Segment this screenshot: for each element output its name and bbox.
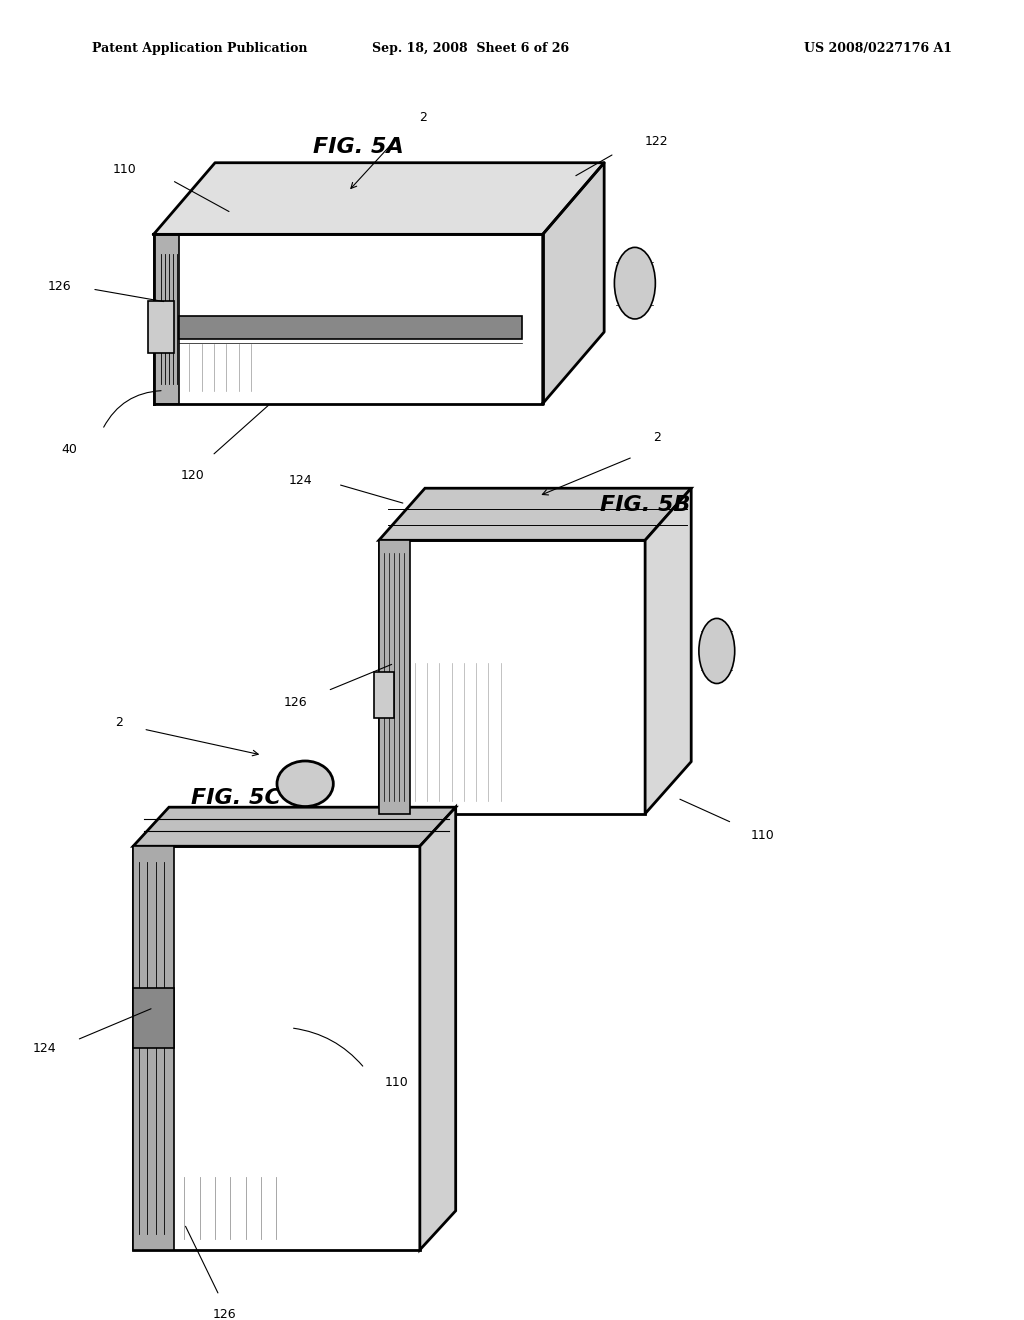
Text: 122: 122	[645, 136, 669, 148]
Polygon shape	[133, 808, 456, 846]
Bar	[133, 987, 174, 1048]
Polygon shape	[420, 808, 456, 1250]
Text: 110: 110	[113, 164, 136, 177]
Text: 126: 126	[284, 696, 307, 709]
Ellipse shape	[276, 760, 334, 807]
Bar	[379, 540, 645, 813]
Text: FIG. 5A: FIG. 5A	[313, 137, 403, 157]
Ellipse shape	[699, 618, 735, 684]
Text: FIG. 5B: FIG. 5B	[600, 495, 690, 515]
Text: 120: 120	[180, 469, 205, 482]
Text: US 2008/0227176 A1: US 2008/0227176 A1	[804, 42, 952, 54]
Polygon shape	[154, 235, 179, 404]
Text: 110: 110	[385, 1076, 409, 1089]
Text: 124: 124	[33, 1041, 56, 1055]
Text: 2: 2	[653, 430, 662, 444]
Text: 126: 126	[213, 1308, 237, 1320]
Polygon shape	[543, 162, 604, 404]
Text: Patent Application Publication: Patent Application Publication	[92, 42, 307, 54]
Polygon shape	[154, 162, 604, 235]
Text: 40: 40	[60, 442, 77, 455]
Bar	[374, 672, 394, 718]
Bar	[148, 301, 174, 352]
Text: Sep. 18, 2008  Sheet 6 of 26: Sep. 18, 2008 Sheet 6 of 26	[373, 42, 569, 54]
Bar	[133, 846, 174, 1250]
Text: FIG. 5C: FIG. 5C	[190, 788, 281, 808]
Text: 110: 110	[751, 829, 774, 842]
Bar	[133, 846, 420, 1250]
Text: 2: 2	[419, 111, 427, 124]
Bar	[379, 540, 410, 813]
Polygon shape	[379, 488, 691, 540]
Text: 126: 126	[48, 280, 72, 293]
Ellipse shape	[614, 247, 655, 319]
Text: 124: 124	[289, 474, 312, 487]
Bar	[179, 315, 522, 339]
Text: 2: 2	[115, 715, 123, 729]
Polygon shape	[645, 488, 691, 813]
